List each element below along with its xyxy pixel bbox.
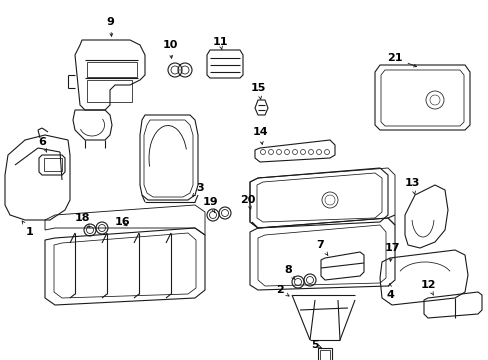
Text: 15: 15 [250, 83, 265, 99]
Text: 1: 1 [22, 221, 34, 237]
Text: 8: 8 [284, 265, 294, 279]
Text: 20: 20 [240, 195, 255, 209]
Text: 17: 17 [384, 243, 399, 261]
Text: 16: 16 [114, 217, 129, 227]
Text: 3: 3 [192, 183, 203, 196]
Text: 19: 19 [202, 197, 217, 212]
Text: 13: 13 [404, 178, 419, 194]
Text: 6: 6 [38, 137, 47, 152]
Text: 5: 5 [310, 340, 321, 350]
Text: 11: 11 [212, 37, 227, 50]
Text: 12: 12 [419, 280, 435, 295]
Text: 7: 7 [315, 240, 327, 255]
Text: 4: 4 [385, 284, 393, 300]
Text: 9: 9 [106, 17, 114, 36]
Text: 14: 14 [252, 127, 267, 144]
Text: 21: 21 [386, 53, 416, 67]
Text: 2: 2 [276, 285, 288, 296]
Text: 18: 18 [74, 213, 90, 228]
Text: 10: 10 [162, 40, 177, 58]
